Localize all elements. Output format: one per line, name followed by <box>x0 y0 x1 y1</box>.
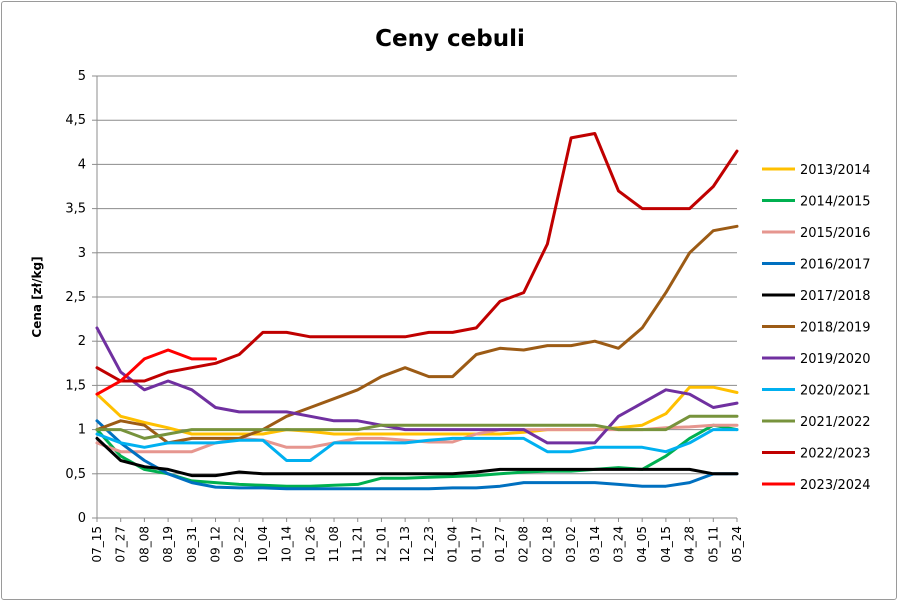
legend-label-2014-2015: 2014/2015 <box>800 195 871 210</box>
y-tick-label: 3,5 <box>65 202 86 217</box>
x-tick-label: 03_24 <box>611 526 625 563</box>
series-line-2016-2017 <box>95 419 739 491</box>
legend-label-2015-2016: 2015/2016 <box>800 226 871 241</box>
chart-title: Ceny cebuli <box>375 26 525 52</box>
y-axis-label: Cena [zł/kg] <box>30 256 44 337</box>
legend-label-2013-2014: 2013/2014 <box>800 163 871 178</box>
series-line-2019-2020 <box>95 326 739 445</box>
x-tick-label: 07_27 <box>114 526 128 563</box>
legend-label-2017-2018: 2017/2018 <box>800 289 871 304</box>
series-line-2017-2018 <box>95 436 739 478</box>
x-tick-label: 05_11 <box>706 526 720 563</box>
x-tick-label: 01_17 <box>469 526 483 563</box>
x-tick-label: 11_21 <box>351 526 365 563</box>
x-tick-label: 10_14 <box>280 526 294 563</box>
x-tick-label: 12_13 <box>398 526 412 563</box>
x-tick-label: 08_31 <box>185 526 199 563</box>
x-tick-label: 12_01 <box>374 526 388 563</box>
series-line-2021-2022 <box>95 414 739 440</box>
x-tick-label: 07_15 <box>90 526 104 563</box>
legend-label-2021-2022: 2021/2022 <box>800 415 871 430</box>
legend-label-2020-2021: 2020/2021 <box>800 384 871 399</box>
legend-label-2018-2019: 2018/2019 <box>800 321 871 336</box>
x-tick-label: 12_23 <box>422 526 436 563</box>
legend-label-2022-2023: 2022/2023 <box>800 447 871 462</box>
y-tick-label: 3 <box>78 246 86 261</box>
x-tick-label: 10_04 <box>256 526 270 563</box>
y-tick-label: 5 <box>78 69 86 84</box>
x-tick-label: 10_26 <box>303 526 317 563</box>
x-tick-label: 02_08 <box>517 526 531 563</box>
x-tick-label: 01_27 <box>493 526 507 563</box>
x-tick-label: 09_12 <box>209 526 223 563</box>
series-line-2022-2023 <box>95 132 739 383</box>
y-tick-label: 2,5 <box>65 290 86 305</box>
y-tick-label: 1,5 <box>65 378 86 393</box>
series-line-2013-2014 <box>95 385 739 436</box>
x-tick-label: 08_19 <box>161 526 175 563</box>
data-series <box>95 132 739 491</box>
legend-label-2023-2024: 2023/2024 <box>800 478 871 493</box>
y-tick-label: 4 <box>78 157 86 172</box>
x-tick-label: 03_02 <box>564 526 578 563</box>
gridlines <box>92 75 737 519</box>
x-tick-label: 11_08 <box>327 526 341 563</box>
legend: 2013/2014 2014/2015 2015/2016 2016/2017 2017… <box>762 163 871 493</box>
x-tick-label: 02_18 <box>540 526 554 563</box>
x-tick-labels: 07_15 07_27 08_08 08_19 08_31 09_12 09_22 10_04… <box>90 518 744 563</box>
x-tick-label: 05_24 <box>730 526 744 563</box>
y-tick-labels: 0 0,5 1 1,5 2 2,5 3 3,5 4 4,5 5 <box>65 69 86 526</box>
x-tick-label: 09_22 <box>232 526 246 563</box>
y-tick-label: 4,5 <box>65 113 86 128</box>
y-tick-label: 1 <box>78 423 86 438</box>
legend-label-2016-2017: 2016/2017 <box>800 258 871 273</box>
x-tick-label: 04_28 <box>683 526 697 563</box>
series-line-2018-2019 <box>95 224 739 445</box>
y-tick-label: 0,5 <box>65 467 86 482</box>
x-tick-label: 01_04 <box>446 526 460 563</box>
x-tick-label: 04_15 <box>659 526 673 563</box>
legend-label-2019-2020: 2019/2020 <box>800 352 871 367</box>
x-tick-label: 03_14 <box>588 526 602 563</box>
y-tick-label: 0 <box>78 511 86 526</box>
x-tick-label: 04_05 <box>635 526 649 563</box>
x-tick-label: 08_08 <box>137 526 151 563</box>
series-line-2023-2024 <box>95 348 217 396</box>
series-line-2020-2021 <box>95 428 739 462</box>
y-tick-label: 2 <box>78 334 86 349</box>
